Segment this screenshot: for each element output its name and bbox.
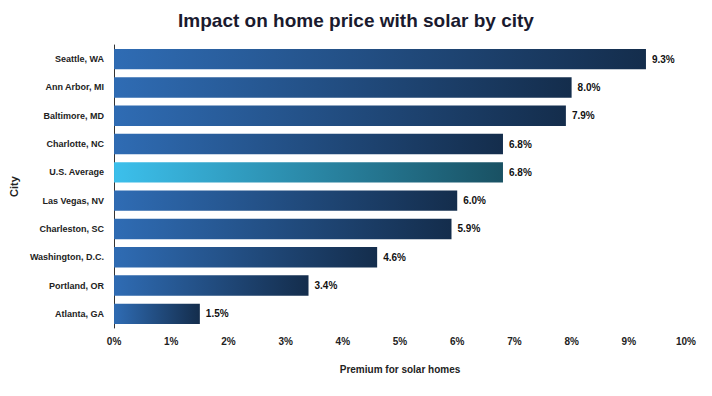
svg-text:Baltimore, MD: Baltimore, MD [44, 111, 105, 121]
svg-text:3%: 3% [278, 336, 293, 347]
svg-text:9%: 9% [622, 336, 637, 347]
svg-text:4%: 4% [336, 336, 351, 347]
svg-text:10%: 10% [676, 336, 696, 347]
svg-text:8.0%: 8.0% [578, 82, 601, 93]
svg-text:Atlanta, GA: Atlanta, GA [55, 309, 105, 319]
svg-text:City: City [8, 175, 20, 197]
svg-text:Portland, OR: Portland, OR [49, 281, 105, 291]
svg-text:U.S. Average: U.S. Average [49, 167, 104, 177]
svg-text:Ann Arbor, MI: Ann Arbor, MI [45, 82, 104, 92]
svg-text:6%: 6% [450, 336, 465, 347]
svg-text:2%: 2% [221, 336, 236, 347]
svg-text:6.0%: 6.0% [463, 195, 486, 206]
svg-text:1.5%: 1.5% [206, 308, 229, 319]
svg-text:Charleston, SC: Charleston, SC [40, 224, 105, 234]
svg-text:9.3%: 9.3% [652, 54, 675, 65]
svg-text:5.9%: 5.9% [458, 223, 481, 234]
svg-text:6.8%: 6.8% [509, 167, 532, 178]
svg-text:6.8%: 6.8% [509, 139, 532, 150]
svg-text:3.4%: 3.4% [315, 280, 338, 291]
svg-text:5%: 5% [393, 336, 408, 347]
svg-text:Premium for solar homes: Premium for solar homes [340, 364, 461, 375]
svg-text:0%: 0% [107, 336, 122, 347]
svg-text:7%: 7% [507, 336, 522, 347]
svg-text:Charlotte, NC: Charlotte, NC [47, 139, 105, 149]
svg-text:8%: 8% [564, 336, 579, 347]
svg-text:Washington, D.C.: Washington, D.C. [30, 252, 104, 262]
svg-text:Impact on home price with sola: Impact on home price with solar by city [178, 10, 534, 31]
svg-text:Las Vegas, NV: Las Vegas, NV [43, 196, 105, 206]
svg-text:Seattle, WA: Seattle, WA [55, 54, 105, 64]
svg-text:7.9%: 7.9% [572, 110, 595, 121]
svg-text:1%: 1% [164, 336, 179, 347]
svg-text:4.6%: 4.6% [383, 252, 406, 263]
